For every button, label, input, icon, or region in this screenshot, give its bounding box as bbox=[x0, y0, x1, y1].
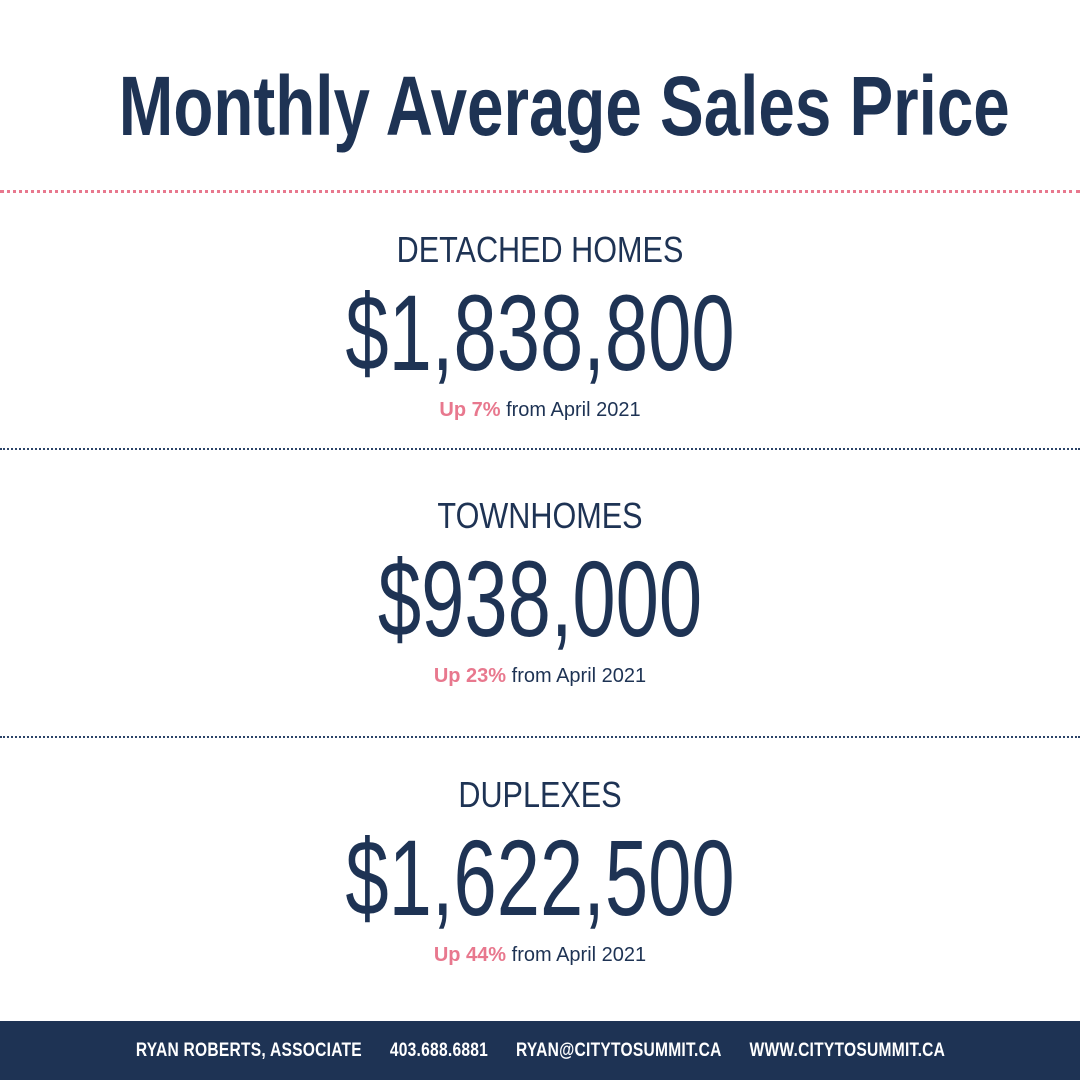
section-divider bbox=[0, 736, 1080, 738]
price-value: $938,000 bbox=[377, 538, 703, 659]
email-address: RYAN@CITYTOSUMMIT.CA bbox=[515, 1039, 722, 1061]
change-period: from April 2021 bbox=[506, 944, 647, 966]
phone-number: 403.688.6881 bbox=[389, 1039, 488, 1061]
title-divider bbox=[0, 190, 1080, 193]
change-period: from April 2021 bbox=[500, 399, 641, 421]
website-url: WWW.CITYTOSUMMIT.CA bbox=[748, 1039, 945, 1061]
change-period: from April 2021 bbox=[506, 665, 647, 687]
price-change: Up 44% from April 2021 bbox=[0, 943, 1080, 967]
page-title: Monthly Average Sales Price bbox=[118, 59, 1010, 153]
agent-name: RYAN ROBERTS, ASSOCIATE bbox=[135, 1039, 362, 1061]
category-label: TOWNHOMES bbox=[437, 495, 643, 536]
contact-info: RYAN ROBERTS, ASSOCIATE 403.688.6881 RYA… bbox=[135, 1040, 944, 1062]
section-detached-homes: DETACHED HOMES $1,838,800 Up 7% from Apr… bbox=[0, 230, 1080, 422]
change-percent: Up 23% bbox=[433, 665, 507, 687]
change-percent: Up 7% bbox=[439, 399, 501, 421]
change-percent: Up 44% bbox=[433, 944, 507, 966]
category-label: DETACHED HOMES bbox=[396, 229, 684, 270]
category-label: DUPLEXES bbox=[458, 774, 622, 815]
section-duplexes: DUPLEXES $1,622,500 Up 44% from April 20… bbox=[0, 775, 1080, 967]
price-change: Up 7% from April 2021 bbox=[0, 398, 1080, 422]
section-divider bbox=[0, 448, 1080, 450]
contact-footer: RYAN ROBERTS, ASSOCIATE 403.688.6881 RYA… bbox=[0, 1021, 1080, 1080]
section-townhomes: TOWNHOMES $938,000 Up 23% from April 202… bbox=[0, 496, 1080, 688]
price-value: $1,838,800 bbox=[345, 272, 735, 393]
price-value: $1,622,500 bbox=[345, 817, 735, 938]
price-change: Up 23% from April 2021 bbox=[0, 664, 1080, 688]
